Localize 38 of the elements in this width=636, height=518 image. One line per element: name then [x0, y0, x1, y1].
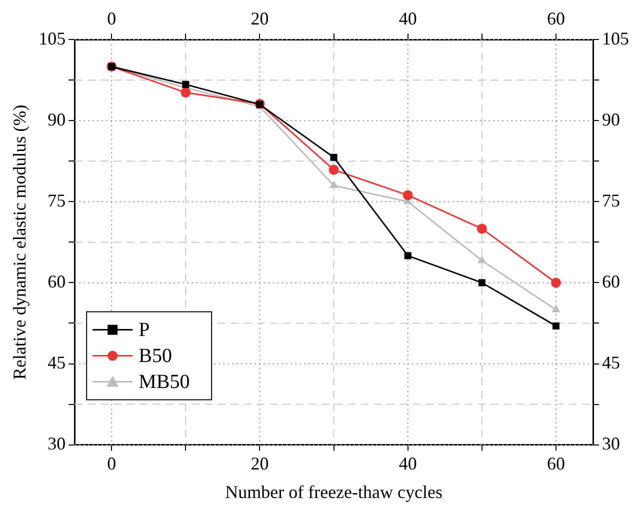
point — [328, 164, 339, 175]
x-tick-label: 40 — [398, 453, 417, 474]
legend-label: B50 — [138, 345, 172, 368]
legend-label: P — [138, 319, 150, 342]
point — [478, 256, 486, 264]
y-tick-label: 30 — [48, 434, 66, 454]
y2-tick-label: 45 — [602, 352, 620, 372]
point — [182, 80, 190, 88]
point — [552, 322, 560, 330]
y2-tick-label: 60 — [602, 271, 620, 292]
legend-label: MB50 — [138, 371, 190, 394]
x-tick-label: 60 — [546, 453, 565, 474]
point — [478, 279, 486, 286]
y-axis-title: Relative dynamic elastic modulus (%) — [10, 104, 30, 380]
point — [552, 304, 560, 312]
point — [329, 180, 338, 188]
point — [476, 224, 487, 234]
x2-tick-label: 40 — [398, 8, 417, 29]
y2-tick-label: 75 — [602, 190, 620, 210]
y2-tick-label: 105 — [602, 28, 629, 48]
y-tick-label: 60 — [48, 271, 66, 292]
point — [180, 88, 191, 98]
y-tick-label: 105 — [38, 28, 66, 48]
point — [330, 154, 338, 161]
x-tick-label: 20 — [250, 453, 269, 474]
y-tick-label: 90 — [48, 109, 66, 130]
y2-tick-label: 30 — [602, 434, 620, 454]
x-tick-label: 0 — [107, 453, 116, 474]
x-axis-title: Number of freeze-thaw cycles — [225, 482, 442, 502]
point — [402, 190, 413, 200]
y-tick-label: 45 — [48, 352, 66, 372]
y2-tick-label: 90 — [602, 109, 620, 130]
x2-tick-label: 60 — [546, 8, 565, 29]
point — [550, 278, 561, 288]
point — [404, 252, 412, 260]
x2-tick-label: 20 — [250, 8, 269, 29]
x2-tick-label: 0 — [107, 8, 116, 29]
y-tick-label: 75 — [48, 190, 66, 210]
